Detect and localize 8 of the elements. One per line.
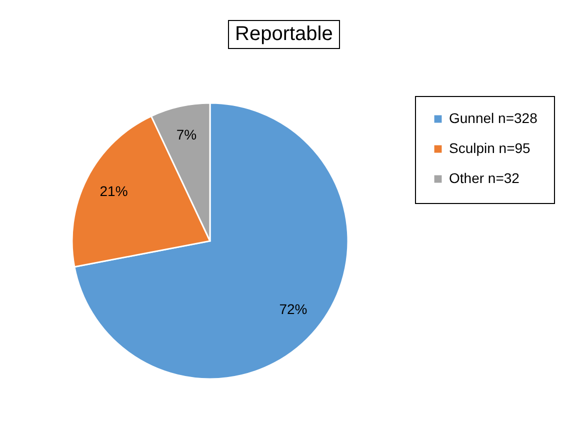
- data-label: 21%: [100, 182, 128, 199]
- chart-title: Reportable: [228, 20, 340, 49]
- legend-label: Sculpin n=95: [449, 140, 531, 156]
- data-label: 72%: [279, 300, 308, 317]
- legend-label: Other n=32: [449, 170, 520, 186]
- data-label: 7%: [176, 126, 197, 143]
- legend-label: Gunnel n=328: [449, 110, 538, 126]
- pie-slice: [74, 102, 349, 380]
